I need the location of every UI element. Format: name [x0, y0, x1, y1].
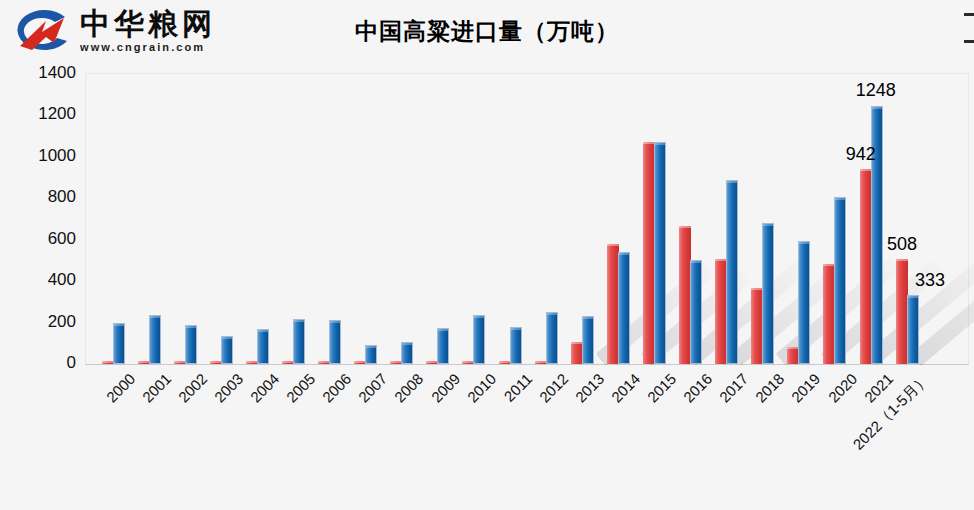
y-tick-label: 1400 — [0, 63, 76, 83]
x-tick-label: 2012 — [536, 370, 572, 406]
chart-title: 中国高粱进口量（万吨） — [0, 16, 974, 47]
bar-group-2006: 2006 — [312, 74, 348, 364]
bar-group-2010: 2010 — [456, 74, 492, 364]
x-tick-label: 2018 — [752, 370, 788, 406]
x-tick-label: 2007 — [355, 370, 391, 406]
x-tick-label: 2011 — [500, 370, 535, 405]
x-tick-label: 2005 — [283, 370, 319, 406]
x-tick-label: 2015 — [644, 370, 680, 406]
bar-blue-2004 — [257, 329, 269, 364]
bar-group-2011: 2011 — [492, 74, 528, 364]
bar-group-2002: 2002 — [167, 74, 203, 364]
y-tick-label: 800 — [0, 187, 76, 207]
x-tick-label: 2016 — [680, 370, 716, 406]
cropped-edge-mark — [964, 13, 974, 16]
x-tick-label: 2000 — [102, 370, 138, 406]
bar-blue-2009 — [437, 328, 449, 364]
bar-group-2001: 2001 — [131, 74, 167, 364]
x-tick-label: 2014 — [608, 370, 644, 406]
bar-blue-2014 — [618, 252, 630, 364]
bar-blue-2020 — [834, 197, 846, 364]
bar-blue-2001 — [149, 315, 161, 364]
cropped-edge-mark — [964, 40, 974, 43]
y-tick-label: 1000 — [0, 146, 76, 166]
bar-group-2015: 2015 — [636, 74, 672, 364]
value-label-333: 333 — [915, 270, 945, 291]
bar-blue-2008 — [401, 342, 413, 364]
bar-blue-2010 — [473, 315, 485, 364]
bar-group-2005: 2005 — [275, 74, 311, 364]
x-tick-label: 2008 — [391, 370, 427, 406]
bar-group-2013: 2013 — [564, 74, 600, 364]
bar-blue-2017 — [726, 180, 738, 364]
bar-group-2017: 2017 — [709, 74, 745, 364]
bar-blue-2013 — [582, 316, 594, 364]
bar-blue-2003 — [221, 336, 233, 364]
bar-group-2000: 2000 — [95, 74, 131, 364]
x-tick-label: 2020 — [824, 370, 860, 406]
bar-group-2004: 2004 — [239, 74, 275, 364]
y-tick-label: 1200 — [0, 104, 76, 124]
x-tick-label: 2004 — [247, 370, 283, 406]
bar-group-2014: 2014 — [600, 74, 636, 364]
x-tick-label: 2002 — [175, 370, 211, 406]
bar-blue-2000 — [113, 323, 125, 364]
bar-blue-2022（1-5月） — [907, 295, 919, 364]
bar-blue-2005 — [293, 319, 305, 364]
bar-group-2018: 2018 — [745, 74, 781, 364]
bar-group-2003: 2003 — [203, 74, 239, 364]
x-tick-label: 2009 — [427, 370, 463, 406]
x-tick-label: 2003 — [211, 370, 247, 406]
bar-blue-2011 — [510, 327, 522, 364]
plot-area: 2000200120022003200420052006200720082009… — [85, 73, 969, 365]
bar-group-2007: 2007 — [348, 74, 384, 364]
bar-blue-2012 — [546, 312, 558, 364]
bar-group-2016: 2016 — [673, 74, 709, 364]
y-tick-label: 0 — [0, 353, 76, 373]
y-tick-label: 400 — [0, 270, 76, 290]
y-tick-label: 600 — [0, 229, 76, 249]
x-tick-label: 2001 — [139, 370, 175, 406]
bar-groups: 2000200120022003200420052006200720082009… — [95, 74, 925, 364]
bar-blue-2015 — [654, 142, 666, 364]
bar-blue-2019 — [798, 241, 810, 364]
x-tick-label: 2019 — [788, 370, 824, 406]
bar-group-2012: 2012 — [528, 74, 564, 364]
x-tick-label: 2006 — [319, 370, 355, 406]
value-label-1248: 1248 — [856, 80, 896, 101]
x-tick-label: 2013 — [572, 370, 608, 406]
x-tick-label: 2010 — [463, 370, 499, 406]
bar-group-2019: 2019 — [781, 74, 817, 364]
bar-blue-2006 — [329, 320, 341, 364]
chart-canvas: 中华粮网 www.cngrain.com 中国高粱进口量（万吨） 2000200… — [0, 0, 974, 510]
bar-group-2008: 2008 — [384, 74, 420, 364]
bar-blue-2018 — [762, 223, 774, 364]
value-label-508: 508 — [887, 234, 917, 255]
bar-group-2021: 2021 — [853, 74, 889, 364]
bar-blue-2007 — [365, 345, 377, 364]
value-label-942: 942 — [846, 144, 876, 165]
bar-group-2020: 2020 — [817, 74, 853, 364]
bar-group-2009: 2009 — [420, 74, 456, 364]
bar-blue-2002 — [185, 325, 197, 364]
y-tick-label: 200 — [0, 312, 76, 332]
bar-blue-2016 — [690, 260, 702, 364]
x-tick-label: 2017 — [716, 370, 752, 406]
bar-group-2022（1-5月）: 2022（1-5月） — [889, 74, 925, 364]
